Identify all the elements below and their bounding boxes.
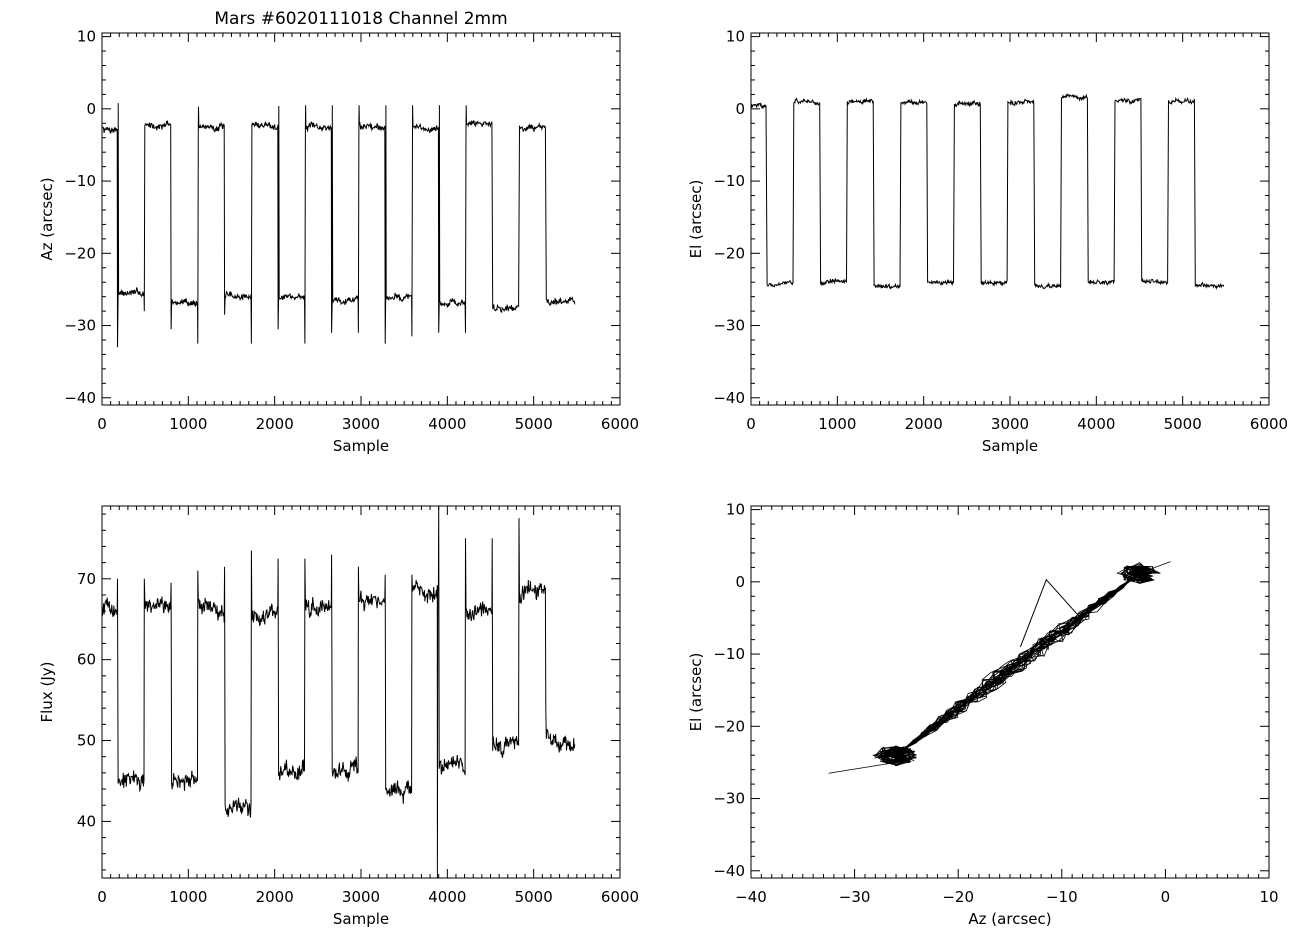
y-axis-label: Az (arcsec) [38, 177, 56, 260]
y-tick-label: −20 [64, 244, 96, 262]
plot-frame [101, 32, 621, 406]
x-tick-label: 0 [1161, 888, 1171, 906]
x-tick-label: 6000 [1250, 415, 1288, 433]
x-tick-label: 10 [1259, 888, 1278, 906]
x-tick-label: 2000 [905, 415, 943, 433]
x-tick-label: 4000 [1077, 415, 1115, 433]
x-tick-label: 4000 [428, 415, 466, 433]
x-tick-label: 2000 [256, 415, 294, 433]
ticks [750, 506, 1270, 878]
x-tick-label: 2000 [256, 888, 294, 906]
panel-az-vs-sample: 0 1000 2000 3000 4000 5000 6000 −40 −30 −20 −10 0 10… [38, 9, 639, 455]
x-tick-label: −20 [942, 888, 974, 906]
y-tick-label: −20 [713, 717, 745, 735]
y-tick-label: 70 [77, 570, 96, 588]
x-axis-label: Sample [333, 437, 389, 455]
plot-frame [750, 32, 1270, 406]
x-tick-label: 0 [746, 415, 756, 433]
y-tick-label: 0 [86, 100, 96, 118]
panel-el-vs-az: −40 −30 −20 −10 0 10 −40 −30 −20 −10 0 10 Az (arcsec… [687, 501, 1279, 928]
x-axis-label: Sample [333, 910, 389, 928]
y-axis-label: El (arcsec) [687, 180, 705, 259]
panel-el-vs-sample: 0 1000 2000 3000 4000 5000 6000 −40 −30 −20 −10 0 10… [687, 28, 1288, 455]
y-tick-label: −40 [713, 862, 745, 880]
y-tick-label: −30 [713, 790, 745, 808]
y-axis-label: El (arcsec) [687, 653, 705, 732]
y-tick-label: −10 [713, 645, 745, 663]
x-tick-label: 1000 [169, 888, 207, 906]
x-tick-label: 6000 [601, 415, 639, 433]
y-axis-label: Flux (Jy) [38, 662, 56, 723]
cluster-lower [874, 746, 917, 765]
y-tick-label: −30 [64, 317, 96, 335]
x-tick-label: 5000 [515, 888, 553, 906]
ticks [750, 33, 1270, 405]
y-tick-label: −10 [713, 172, 745, 190]
x-tick-label: 1000 [169, 415, 207, 433]
y-tick-label: 50 [77, 732, 96, 750]
trajectory-extremes [828, 561, 1171, 774]
plot-frame [101, 505, 621, 879]
trajectory-line [872, 562, 1161, 767]
y-tick-label: 10 [77, 28, 96, 46]
chart-title: Mars #6020111018 Channel 2mm [214, 9, 507, 29]
plot-frame [750, 505, 1270, 879]
x-tick-label: 3000 [991, 415, 1029, 433]
series-line [102, 103, 576, 348]
x-tick-label: −30 [839, 888, 871, 906]
y-tick-label: 10 [726, 28, 745, 46]
trajectory [828, 561, 1171, 774]
panel-flux-vs-sample: 0 1000 2000 3000 4000 5000 6000 40 50 60 70 Sample F… [38, 505, 639, 928]
x-tick-label: 6000 [601, 888, 639, 906]
trajectory-excursion [1019, 578, 1078, 648]
x-tick-label: 1000 [818, 415, 856, 433]
x-tick-label: −10 [1046, 888, 1078, 906]
x-tick-label: −40 [735, 888, 767, 906]
y-tick-label: 0 [735, 573, 745, 591]
x-tick-label: 5000 [1164, 415, 1202, 433]
x-tick-label: 3000 [342, 415, 380, 433]
x-tick-label: 0 [97, 888, 107, 906]
y-tick-label: −20 [713, 244, 745, 262]
y-tick-label: −40 [713, 389, 745, 407]
y-tick-label: 0 [735, 100, 745, 118]
x-tick-label: 4000 [428, 888, 466, 906]
y-tick-label: 40 [77, 812, 96, 830]
ticks [101, 33, 621, 405]
x-tick-label: 0 [97, 415, 107, 433]
series-line [751, 93, 1225, 290]
y-tick-label: −40 [64, 389, 96, 407]
x-axis-label: Az (arcsec) [968, 910, 1051, 928]
ticks [101, 506, 621, 878]
x-tick-label: 5000 [515, 415, 553, 433]
series-line [102, 505, 576, 879]
y-tick-label: 10 [726, 501, 745, 519]
x-axis-label: Sample [982, 437, 1038, 455]
x-tick-label: 3000 [342, 888, 380, 906]
y-tick-label: −10 [64, 172, 96, 190]
y-tick-label: −30 [713, 317, 745, 335]
cluster-upper [1127, 564, 1152, 581]
y-tick-label: 60 [77, 651, 96, 669]
